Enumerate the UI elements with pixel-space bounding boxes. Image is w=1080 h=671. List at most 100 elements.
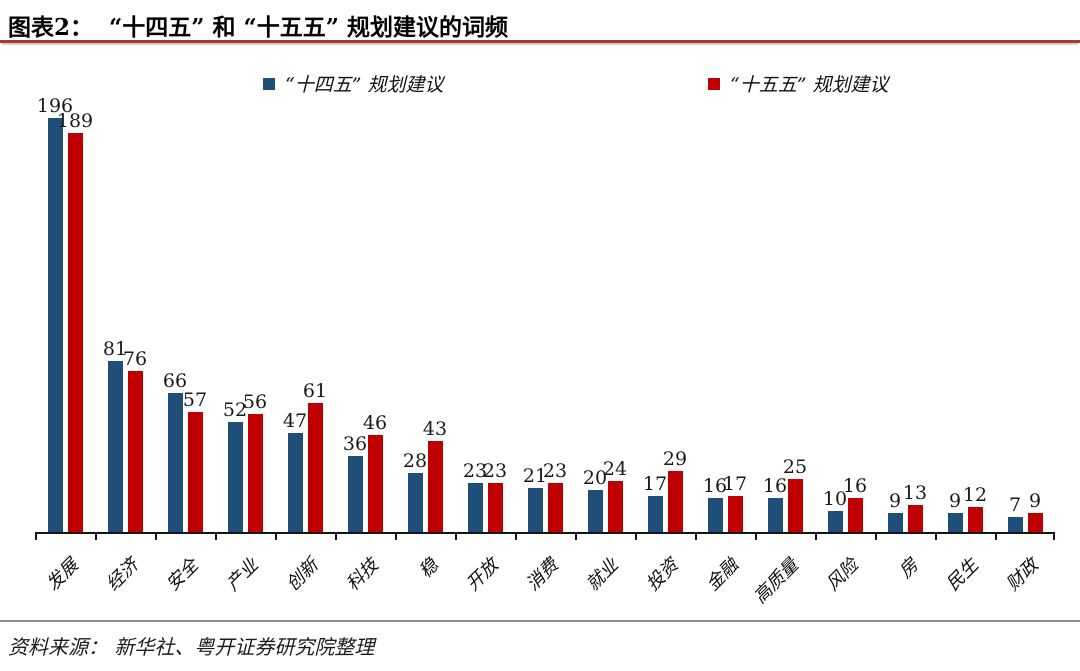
bar-column-15th: 189	[57, 112, 93, 532]
x-axis-tick	[995, 532, 997, 540]
chart-title-prefix: 图表2：	[8, 14, 94, 41]
bar-value-label: 52	[222, 399, 248, 421]
bar-pair: 17 29	[635, 450, 695, 532]
legend-item-14th: “十四五” 规划建议	[263, 70, 443, 97]
x-axis-tick	[755, 532, 757, 540]
bar-15th	[547, 483, 563, 532]
bar-value-label: 21	[522, 465, 548, 487]
bar-14th	[527, 488, 543, 532]
legend-label-15th: “十五五” 规划建议	[730, 74, 889, 96]
bar-value-label: 36	[342, 433, 368, 455]
bar-column-14th: 9	[887, 492, 903, 532]
x-axis-label-slot: 就业	[575, 542, 635, 620]
bar-14th	[287, 433, 303, 532]
bar-group: 20 24	[575, 90, 635, 532]
bar-15th	[427, 441, 443, 532]
x-axis-category-label: 金融	[702, 554, 743, 596]
bar-value-label: 56	[242, 391, 268, 413]
bar-column-15th: 76	[123, 350, 147, 532]
bar-column-14th: 10	[823, 490, 847, 532]
bar-14th	[887, 513, 903, 532]
legend-label-14th: “十四五” 规划建议	[285, 74, 444, 96]
bar-group: 21 23	[515, 90, 575, 532]
x-axis-tick	[935, 532, 937, 540]
footer-divider	[0, 620, 1080, 622]
bar-15th	[67, 133, 83, 532]
bar-value-label: 81	[102, 338, 128, 360]
bar-column-15th: 29	[663, 450, 687, 532]
bar-value-label: 25	[782, 456, 808, 478]
bar-value-label: 13	[902, 482, 928, 504]
bar-value-label: 9	[948, 490, 962, 512]
bar-14th	[107, 361, 123, 532]
x-axis-tick	[575, 532, 577, 540]
bar-column-15th: 57	[183, 391, 207, 532]
bar-pair: 36 46	[335, 414, 395, 532]
bar-group: 9 12	[935, 90, 995, 532]
bar-value-label: 20	[582, 467, 608, 489]
bar-column-15th: 46	[363, 414, 387, 532]
bar-15th	[847, 498, 863, 532]
x-axis-label-slot: 消费	[515, 542, 575, 620]
bar-value-label: 196	[36, 95, 74, 117]
x-axis-label-slot: 经济	[95, 542, 155, 620]
bar-15th	[247, 414, 263, 532]
x-axis-tick	[455, 532, 457, 540]
bar-pair: 16 17	[695, 475, 755, 532]
x-axis-category-label: 民生	[942, 554, 983, 596]
bar-column-14th: 52	[223, 401, 247, 532]
bar-15th	[907, 505, 923, 532]
bar-value-label: 16	[762, 475, 788, 497]
bar-14th	[407, 473, 423, 532]
x-axis-label-slot: 民生	[935, 542, 995, 620]
bar-column-15th: 23	[543, 462, 567, 532]
bar-14th	[167, 393, 183, 532]
x-axis-tick	[275, 532, 277, 540]
bar-column-14th: 9	[947, 492, 963, 532]
bar-column-14th: 20	[583, 469, 607, 532]
x-axis-label-slot: 财政	[995, 542, 1055, 620]
bar-column-14th: 28	[403, 452, 427, 532]
bar-group: 10 16	[815, 90, 875, 532]
x-axis-tick	[35, 532, 37, 540]
bar-value-label: 17	[722, 473, 748, 495]
x-axis-label-slot: 房	[875, 542, 935, 620]
bar-column-15th: 16	[843, 477, 867, 532]
x-axis-category-label: 开放	[462, 554, 503, 596]
bar-15th	[187, 412, 203, 532]
bar-value-label: 9	[888, 490, 902, 512]
x-axis-label-slot: 科技	[335, 542, 395, 620]
bar-14th	[47, 118, 63, 532]
chart-title-text: “十四五” 和 “十五五” 规划建议的词频	[109, 14, 508, 41]
x-axis-category-label: 创新	[282, 554, 323, 596]
chart-header: 图表2： “十四五” 和 “十五五” 规划建议的词频	[0, 0, 1080, 43]
bar-14th	[1007, 517, 1023, 532]
bar-15th	[667, 471, 683, 532]
x-axis-category-label: 高质量	[749, 554, 803, 608]
bar-14th	[227, 422, 243, 532]
bar-15th	[307, 403, 323, 532]
x-axis-tick	[815, 532, 817, 540]
bar-pair: 16 25	[755, 458, 815, 532]
x-axis-tick	[515, 532, 517, 540]
bar-pair: 10 16	[815, 477, 875, 532]
x-axis-label-slot: 开放	[455, 542, 515, 620]
legend: “十四五” 规划建议 “十五五” 规划建议	[0, 70, 1080, 96]
bar-value-label: 9	[1028, 490, 1042, 512]
bar-column-14th: 23	[463, 462, 487, 532]
bar-pair: 21 23	[515, 462, 575, 532]
x-axis-category-label: 安全	[162, 554, 203, 596]
bar-column-15th: 24	[603, 460, 627, 532]
x-axis-tick	[155, 532, 157, 540]
bar-value-label: 23	[462, 460, 488, 482]
x-axis-tick	[695, 532, 697, 540]
bar-column-15th: 13	[903, 484, 927, 532]
bar-14th	[467, 483, 483, 532]
bar-pair: 66 57	[155, 372, 215, 532]
bar-14th	[827, 511, 843, 532]
bar-14th	[707, 498, 723, 532]
bar-group: 16 17	[695, 90, 755, 532]
bar-column-14th: 7	[1007, 496, 1023, 532]
bar-group: 9 13	[875, 90, 935, 532]
